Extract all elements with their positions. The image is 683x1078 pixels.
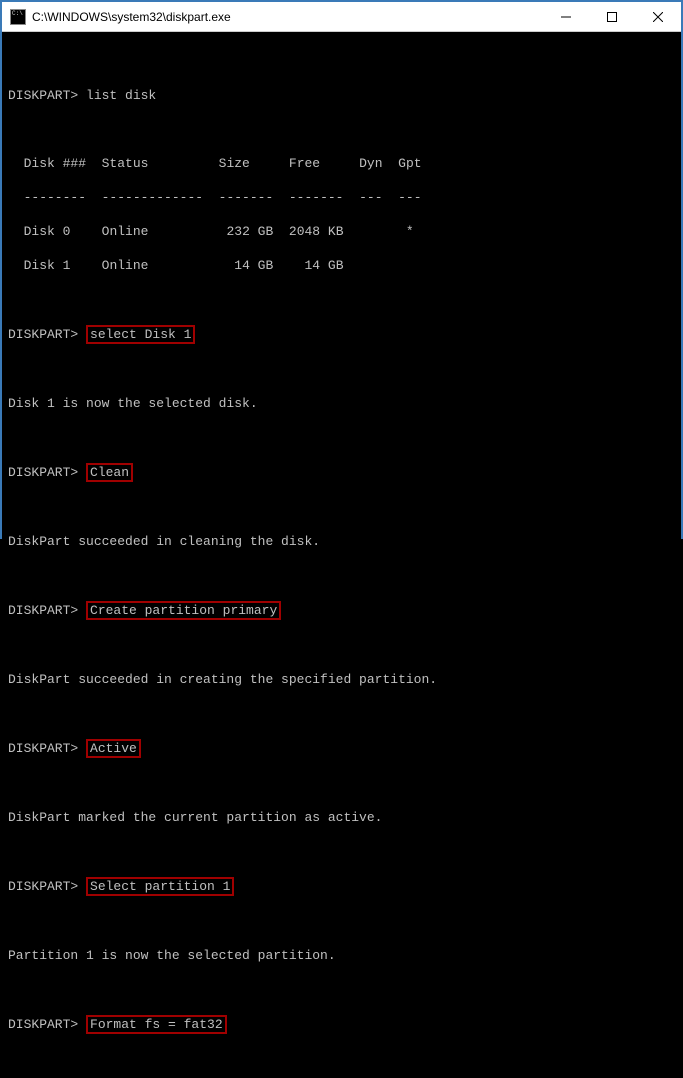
cmd-clean: Clean bbox=[86, 463, 133, 482]
cell-free: 14 GB bbox=[289, 258, 344, 273]
blank-line bbox=[8, 705, 675, 722]
prompt: DISKPART> bbox=[8, 741, 86, 756]
blank-line bbox=[8, 53, 675, 70]
blank-line bbox=[8, 1051, 675, 1068]
prompt: DISKPART> bbox=[8, 603, 86, 618]
blank-line bbox=[8, 913, 675, 930]
cell-status: Online bbox=[102, 224, 149, 239]
table-header: Disk ### Status Size Free Dyn Gpt bbox=[8, 155, 675, 172]
prompt: DISKPART> bbox=[8, 465, 86, 480]
cmd-select-partition: Select partition 1 bbox=[86, 877, 234, 896]
app-icon bbox=[10, 9, 26, 25]
maximize-button[interactable] bbox=[589, 2, 635, 32]
close-button[interactable] bbox=[635, 2, 681, 32]
prompt-line: DISKPART> Create partition primary bbox=[8, 601, 675, 620]
cell-gpt: * bbox=[398, 224, 421, 239]
output-create: DiskPart succeeded in creating the speci… bbox=[8, 671, 675, 688]
prompt-line: DISKPART> Clean bbox=[8, 463, 675, 482]
blank-line bbox=[8, 637, 675, 654]
sep: ------- bbox=[289, 190, 344, 205]
sep: --- bbox=[359, 190, 382, 205]
cmd-list-disk: list disk bbox=[86, 88, 156, 103]
prompt: DISKPART> bbox=[8, 327, 86, 342]
cell-gpt bbox=[398, 258, 421, 273]
maximize-icon bbox=[607, 12, 617, 22]
cell-status: Online bbox=[102, 258, 149, 273]
output-active: DiskPart marked the current partition as… bbox=[8, 809, 675, 826]
cell-size: 232 GB bbox=[219, 224, 274, 239]
col-size: Size bbox=[219, 156, 250, 171]
sep: ------------- bbox=[102, 190, 203, 205]
output-selected-partition: Partition 1 is now the selected partitio… bbox=[8, 947, 675, 964]
prompt-line: DISKPART> list disk bbox=[8, 87, 675, 104]
blank-line bbox=[8, 981, 675, 998]
table-row: Disk 1 Online 14 GB 14 GB bbox=[8, 257, 675, 274]
col-dyn: Dyn bbox=[359, 156, 382, 171]
cmd-active: Active bbox=[86, 739, 141, 758]
cell-dyn bbox=[359, 224, 382, 239]
cmd-select-disk: select Disk 1 bbox=[86, 325, 195, 344]
window-titlebar: C:\WINDOWS\system32\diskpart.exe bbox=[2, 2, 681, 32]
sep: -------- bbox=[8, 190, 86, 205]
cell-disk: Disk 1 bbox=[8, 258, 70, 273]
col-free: Free bbox=[289, 156, 320, 171]
blank-line bbox=[8, 567, 675, 584]
col-status: Status bbox=[102, 156, 149, 171]
blank-line bbox=[8, 291, 675, 308]
prompt: DISKPART> bbox=[8, 88, 86, 103]
prompt: DISKPART> bbox=[8, 879, 86, 894]
blank-line bbox=[8, 499, 675, 516]
table-row: Disk 0 Online 232 GB 2048 KB * bbox=[8, 223, 675, 240]
blank-line bbox=[8, 121, 675, 138]
blank-line bbox=[8, 775, 675, 792]
prompt-line: DISKPART> Active bbox=[8, 739, 675, 758]
terminal-output: DISKPART> list disk Disk ### Status Size… bbox=[2, 32, 681, 1078]
minimize-button[interactable] bbox=[543, 2, 589, 32]
table-separator: -------- ------------- ------- ------- -… bbox=[8, 189, 675, 206]
output-selected-disk: Disk 1 is now the selected disk. bbox=[8, 395, 675, 412]
col-disk: Disk ### bbox=[8, 156, 86, 171]
sep: --- bbox=[398, 190, 421, 205]
minimize-icon bbox=[561, 12, 571, 22]
prompt-line: DISKPART> Format fs = fat32 bbox=[8, 1015, 675, 1034]
blank-line bbox=[8, 843, 675, 860]
prompt-line: DISKPART> Select partition 1 bbox=[8, 877, 675, 896]
cell-size: 14 GB bbox=[219, 258, 274, 273]
close-icon bbox=[653, 12, 663, 22]
blank-line bbox=[8, 361, 675, 378]
window-title: C:\WINDOWS\system32\diskpart.exe bbox=[32, 10, 543, 24]
blank-line bbox=[8, 429, 675, 446]
prompt-line: DISKPART> select Disk 1 bbox=[8, 325, 675, 344]
output-clean: DiskPart succeeded in cleaning the disk. bbox=[8, 533, 675, 550]
cell-free: 2048 KB bbox=[289, 224, 344, 239]
cmd-create-partition: Create partition primary bbox=[86, 601, 281, 620]
cell-dyn bbox=[359, 258, 382, 273]
cell-disk: Disk 0 bbox=[8, 224, 70, 239]
sep: ------- bbox=[219, 190, 274, 205]
prompt: DISKPART> bbox=[8, 1017, 86, 1032]
cmd-format: Format fs = fat32 bbox=[86, 1015, 227, 1034]
col-gpt: Gpt bbox=[398, 156, 421, 171]
